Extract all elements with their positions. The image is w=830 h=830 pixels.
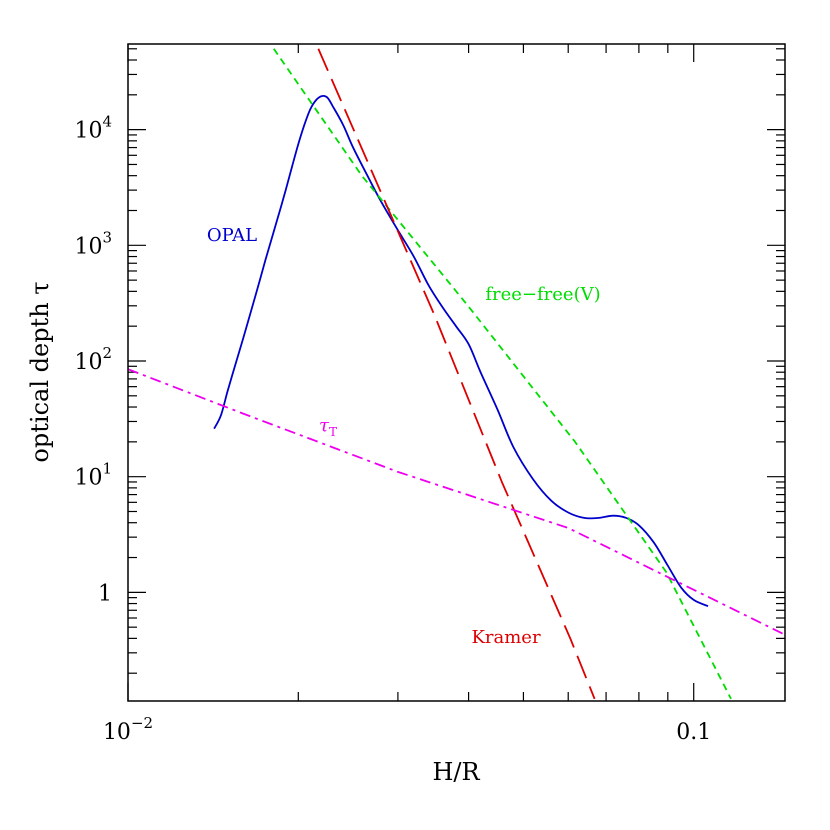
series-layer xyxy=(128,48,785,700)
y-tick-label: 102 xyxy=(74,344,112,375)
y-tick-label: 1 xyxy=(98,581,112,606)
x-tick-label-exponent: −2 xyxy=(131,714,153,732)
tick-marks xyxy=(127,44,785,701)
y-tick-label: 101 xyxy=(74,460,112,491)
y-tick-label-base: 10 xyxy=(74,119,102,144)
series-line-opal xyxy=(213,94,709,607)
y-tick-label-base: 10 xyxy=(74,234,102,259)
label-kramer: Kramer xyxy=(471,627,541,648)
x-tick-label: 0.1 xyxy=(676,720,711,745)
label-tau-t-symbol: τ xyxy=(319,415,330,436)
y-tick-label-exponent: 4 xyxy=(102,113,112,131)
y-tick-label: 103 xyxy=(74,228,112,259)
y-tick-label-exponent: 2 xyxy=(102,344,112,362)
y-tick-label: 104 xyxy=(74,113,112,144)
y-tick-label-base: 1 xyxy=(98,581,112,606)
plot-frame xyxy=(127,43,786,702)
x-axis-title: H/R xyxy=(432,758,480,786)
y-tick-label-exponent: 1 xyxy=(102,460,112,478)
series-line-tau-t xyxy=(128,368,785,636)
label-opal: OPAL xyxy=(207,225,257,246)
series-line-free-free xyxy=(273,48,732,700)
x-tick-label-base: 10 xyxy=(103,720,131,745)
label-free-free: free−free(V) xyxy=(485,284,600,305)
y-tick-label-base: 10 xyxy=(74,350,102,375)
y-tick-label-exponent: 3 xyxy=(102,228,112,246)
y-axis-title: optical depth τ xyxy=(26,281,54,462)
label-tau-t-subscript: T xyxy=(329,425,337,439)
x-tick-label-base: 0.1 xyxy=(676,720,711,745)
label-tau-t: τT xyxy=(319,415,337,439)
y-tick-label-base: 10 xyxy=(74,466,102,491)
x-tick-label: 10−2 xyxy=(103,714,153,745)
series-line-kramer xyxy=(317,48,596,700)
